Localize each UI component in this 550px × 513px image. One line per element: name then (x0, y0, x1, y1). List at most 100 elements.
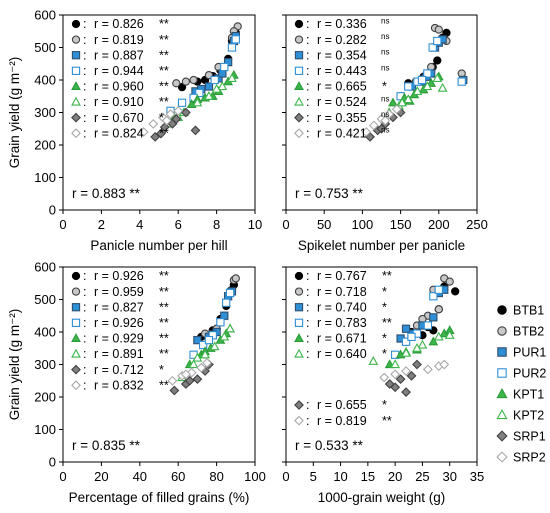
correlation-significance: ** (159, 64, 169, 78)
y-tick-label: 100 (34, 170, 56, 185)
correlation-value: r = 0.665 (317, 80, 367, 94)
correlation-colon: : (83, 269, 86, 283)
correlation-value: r = 0.959 (94, 285, 144, 299)
data-point (444, 329, 455, 339)
correlation-colon: : (83, 95, 86, 109)
correlation-colon: : (306, 300, 309, 314)
correlation-marker (294, 112, 304, 123)
x-axis-label: 1000-grain weight (g) (318, 490, 446, 505)
legend-label: BTB2 (513, 325, 544, 339)
y-axis-label: Grain yield (g m⁻²) (7, 57, 22, 168)
correlation-marker (71, 112, 81, 123)
data-point (390, 382, 401, 393)
correlation-colon: : (83, 332, 86, 346)
data-point (217, 81, 228, 91)
correlation-colon: : (83, 17, 86, 31)
y-tick-label: 200 (34, 138, 56, 153)
correlation-marker (294, 66, 304, 75)
x-tick-label: 8 (213, 217, 220, 232)
legend-label: PUR1 (513, 346, 546, 360)
correlation-value: r = 0.421 (317, 126, 367, 140)
x-tick-label: 100 (352, 217, 374, 232)
correlation-colon: : (306, 111, 309, 125)
data-point (433, 36, 442, 46)
data-point (422, 81, 433, 91)
x-axis-label: Percentage of filled grains (%) (69, 490, 250, 505)
correlation-list: : r = 0.826 **: r = 0.819 **: r = 0.887 **: r =… (71, 17, 169, 140)
correlation-value: r = 0.655 (317, 398, 367, 412)
data-point (231, 274, 240, 283)
correlation-colon: : (83, 347, 86, 361)
data-point (200, 349, 210, 359)
correlation-marker (294, 96, 304, 106)
overall-correlation: r = 0.883 ** (72, 186, 141, 201)
correlation-significance: ** (159, 378, 169, 392)
data-point (192, 374, 203, 385)
correlation-value: r = 0.929 (94, 332, 144, 346)
data-point (188, 359, 199, 369)
x-tick-label: 35 (470, 469, 484, 484)
correlation-significance: ** (159, 80, 169, 94)
correlation-significance: ns (381, 110, 389, 119)
y-tick-label: 600 (34, 8, 56, 23)
data-point (167, 375, 178, 386)
correlation-colon: : (83, 126, 86, 140)
data-point (401, 324, 411, 333)
correlation-colon: : (306, 398, 309, 412)
legend-label: SRP2 (513, 451, 546, 465)
correlation-significance: ** (159, 17, 169, 31)
correlation-marker (71, 128, 81, 139)
legend-label: PUR2 (513, 367, 546, 381)
correlation-value: r = 0.712 (94, 363, 144, 377)
correlation-value: r = 0.887 (94, 48, 144, 62)
data-point (451, 287, 460, 296)
correlation-significance: * (382, 80, 387, 94)
x-tick-label: 40 (133, 469, 147, 484)
legend-marker (496, 430, 508, 442)
panel-4: 0 5 10 15 20 25 30 35 1000-grain weight (g): r = … (282, 266, 484, 505)
data-point (412, 342, 422, 352)
data-point (204, 335, 214, 345)
correlation-value: r = 0.355 (317, 111, 367, 125)
data-point (209, 341, 220, 351)
correlation-marker (294, 348, 304, 358)
data-point (225, 323, 235, 333)
correlation-colon: : (306, 285, 309, 299)
correlation-colon: : (83, 33, 86, 47)
correlation-significance: ns (381, 95, 389, 104)
correlation-marker (294, 333, 304, 343)
correlation-value: r = 0.960 (94, 80, 144, 94)
data-point (177, 98, 187, 107)
correlation-colon: : (83, 64, 86, 78)
legend-label: BTB1 (513, 304, 544, 318)
x-tick-label: 0 (59, 469, 66, 484)
correlation-significance: ** (159, 347, 169, 361)
x-tick-label: 6 (175, 217, 182, 232)
correlation-value: r = 0.740 (317, 300, 367, 314)
correlation-significance: ** (382, 269, 392, 283)
correlation-list: : r = 0.926 **: r = 0.959 **: r = 0.827 **: r =… (71, 269, 169, 392)
data-point (195, 88, 204, 98)
data-point (428, 336, 439, 346)
data-point (184, 375, 195, 386)
data-point (180, 369, 191, 380)
data-point (401, 387, 411, 398)
correlation-colon: : (306, 64, 309, 78)
data-point (156, 128, 166, 139)
y-tick-label: 200 (34, 390, 56, 405)
correlation-marker (71, 35, 81, 44)
data-point (379, 372, 390, 383)
y-tick-label: 0 (49, 203, 56, 218)
data-point (437, 82, 448, 92)
data-point (192, 352, 203, 362)
correlation-marker (294, 19, 304, 29)
y-tick-label: 100 (34, 422, 56, 437)
data-point (227, 73, 237, 82)
x-tick-label: 20 (94, 469, 108, 484)
x-tick-label: 100 (244, 469, 266, 484)
data-point (161, 115, 172, 126)
y-tick-label: 400 (34, 73, 56, 88)
y-axis-label: Grain yield (g m⁻²) (7, 309, 22, 420)
legend-marker (496, 451, 508, 463)
